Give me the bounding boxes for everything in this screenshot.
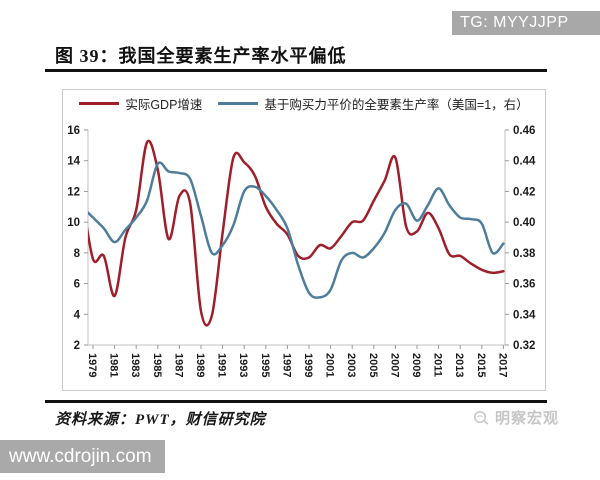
- chart-frame: 实际GDP增速 基于购买力平价的全要素生产率（美国=1，右）: [62, 89, 546, 391]
- footer-rule: [45, 400, 547, 403]
- brand-watermark: 明察宏观: [472, 407, 559, 428]
- legend-label-tfp: 基于购买力平价的全要素生产率（美国=1，右）: [264, 98, 529, 112]
- magnifier-icon: [474, 410, 489, 425]
- tfp-line-swatch: [218, 102, 259, 105]
- gdp-line-swatch: [79, 102, 120, 105]
- telegram-badge: TG: MYYJJPP: [452, 11, 600, 35]
- legend-item-tfp: 基于购买力平价的全要素生产率（美国=1，右）: [218, 94, 529, 113]
- watermark-label: 明察宏观: [495, 410, 560, 427]
- legend-label-gdp: 实际GDP增速: [125, 98, 203, 112]
- chart-legend: 实际GDP增速 基于购买力平价的全要素生产率（美国=1，右）: [63, 94, 545, 113]
- figure-title: 图 39：我国全要素生产率水平偏低: [55, 46, 347, 66]
- title-rule: [45, 69, 547, 72]
- site-url-bar: www.cdrojin.com: [0, 440, 165, 473]
- legend-item-gdp: 实际GDP增速: [79, 94, 202, 113]
- source-note: 资料来源：PWT，财信研究院: [55, 412, 266, 428]
